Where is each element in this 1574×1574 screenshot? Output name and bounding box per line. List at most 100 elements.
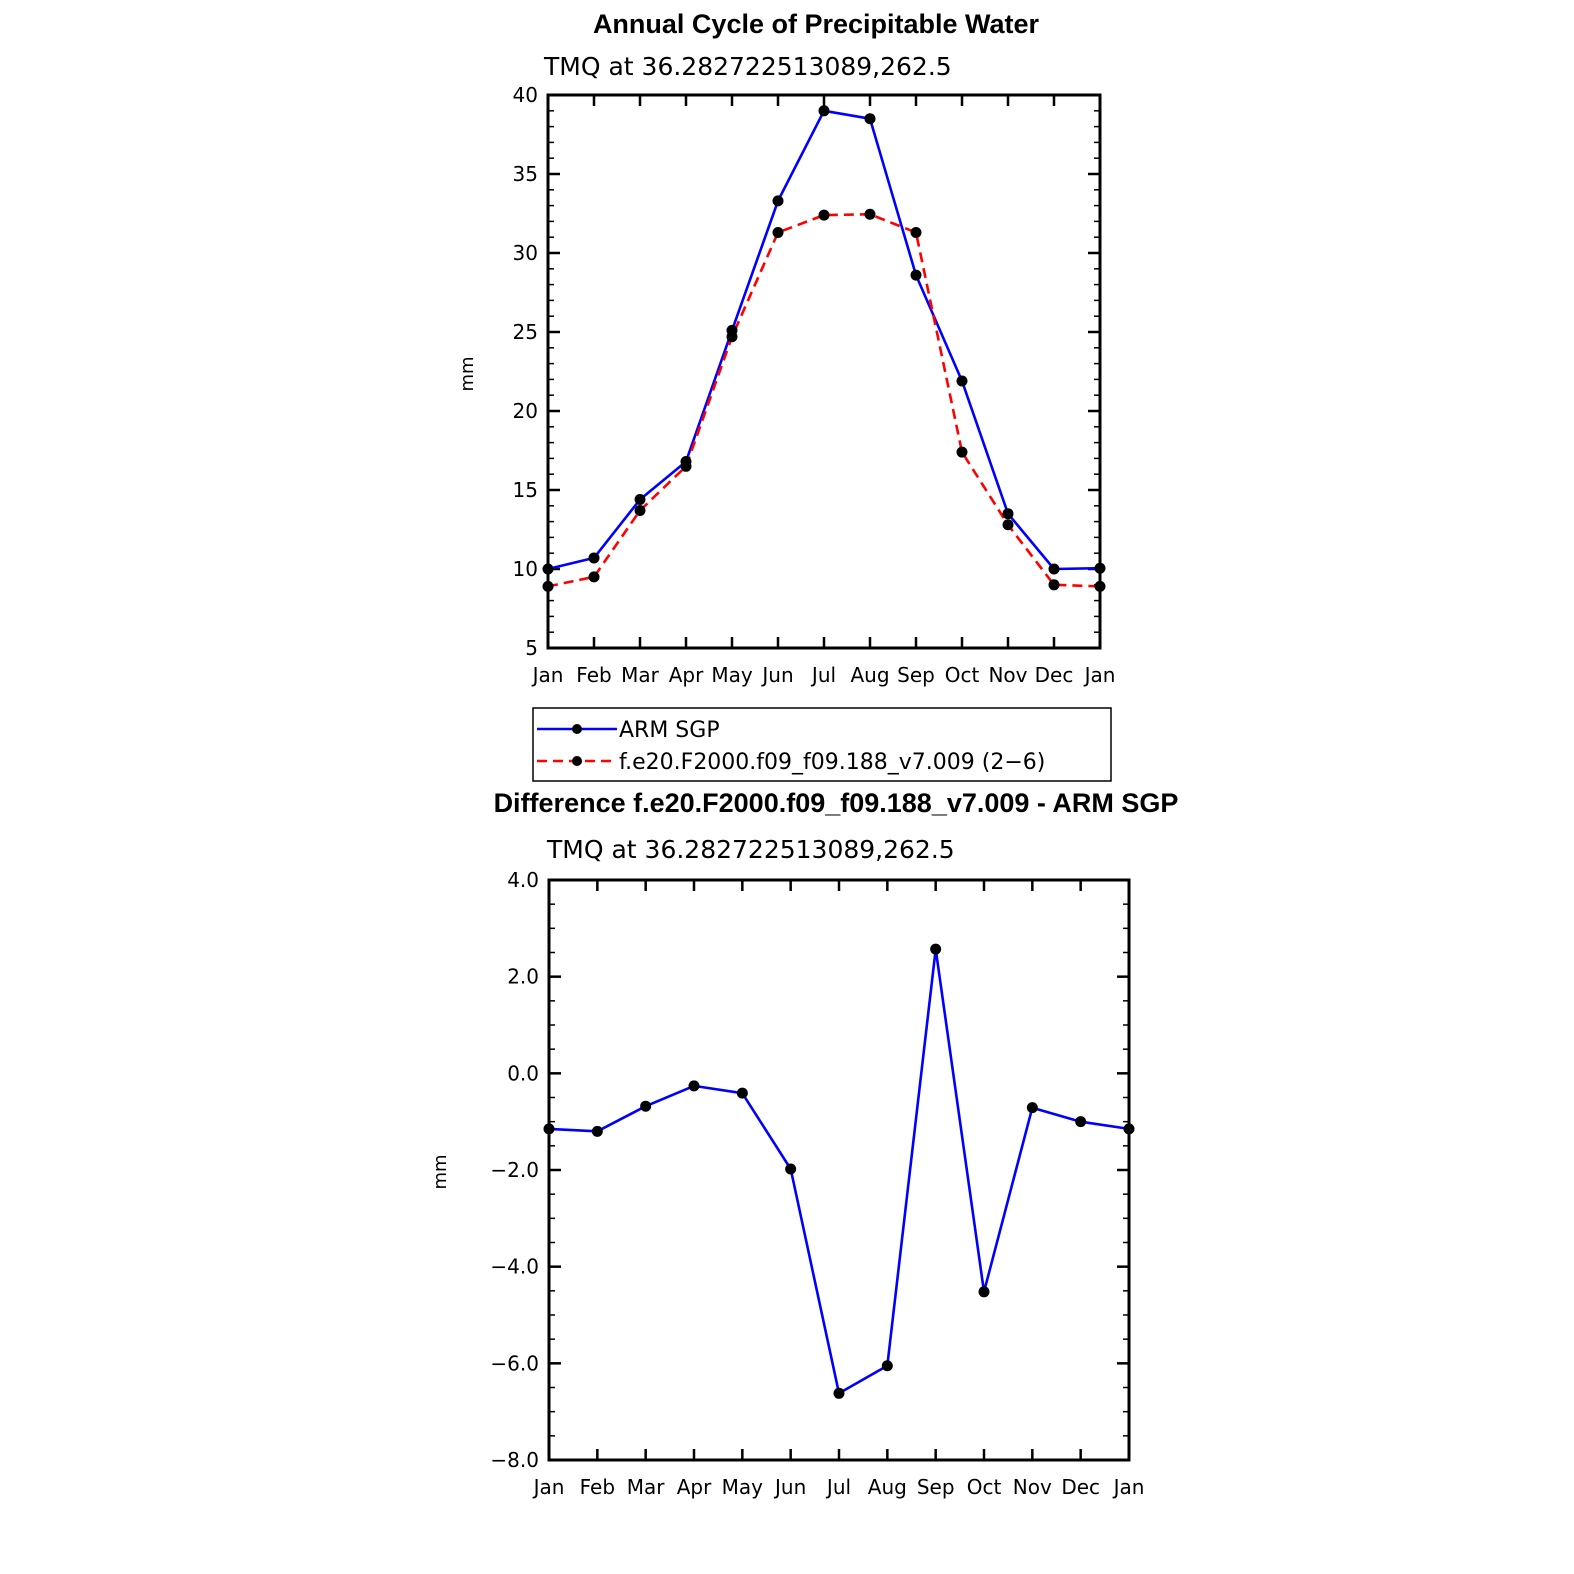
series-0-point — [881, 1360, 893, 1372]
series-0-point — [818, 105, 830, 117]
series-0-point — [1123, 1123, 1135, 1135]
series-1-point — [956, 446, 968, 458]
y-tick-label: 10 — [513, 557, 538, 581]
x-tick-label: Mar — [627, 1475, 666, 1499]
series-1-point — [542, 580, 554, 592]
series-1-point — [1094, 580, 1106, 592]
series-line-0 — [547, 109, 1101, 571]
legend-label-model: f.e20.F2000.f09_f09.188_v7.009 (2−6) — [619, 750, 1045, 775]
y-tick-label: −4.0 — [490, 1255, 539, 1279]
legend-label-arm-sgp: ARM SGP — [619, 718, 720, 743]
y-tick-label: 4.0 — [507, 868, 539, 892]
x-tick-label: May — [722, 1475, 764, 1499]
x-tick-label: Dec — [1061, 1475, 1100, 1499]
y-tick-label: 5 — [525, 636, 538, 660]
series-0-point — [543, 1123, 555, 1135]
legend-box — [532, 707, 1112, 782]
x-tick-label: Mar — [621, 663, 660, 687]
series-line-1 — [547, 213, 1101, 588]
series-0-point — [736, 1087, 748, 1099]
y-tick-label: −6.0 — [490, 1351, 539, 1375]
annual-cycle-chart: Annual Cycle of Precipitable Water TMQ a… — [457, 9, 1116, 782]
series-0-point — [833, 1387, 845, 1399]
series-0-point — [772, 195, 784, 207]
series-1-point — [772, 226, 784, 238]
x-tick-label: Nov — [1013, 1475, 1052, 1499]
plot-frame — [546, 93, 1102, 650]
series-0-point — [640, 1100, 652, 1112]
series-0-point — [956, 375, 968, 387]
series-0-point — [785, 1163, 797, 1175]
y-tick-label: 35 — [513, 162, 538, 186]
series-0-point — [1026, 1102, 1038, 1114]
y-tick-label: −2.0 — [490, 1158, 539, 1182]
chart-title: Annual Cycle of Precipitable Water — [593, 9, 1040, 39]
series-0-point — [588, 552, 600, 564]
x-tick-label: Jul — [825, 1475, 851, 1499]
x-tick-label: Jan — [1083, 663, 1116, 687]
x-tick-label: May — [711, 663, 753, 687]
x-tick-label: Oct — [967, 1475, 1002, 1499]
series-0-point — [1048, 563, 1060, 575]
series-0-point — [1075, 1116, 1087, 1128]
series-line-0 — [548, 947, 1130, 1395]
series-1-point — [864, 208, 876, 220]
legend: ARM SGP f.e20.F2000.f09_f09.188_v7.009 (… — [532, 707, 1112, 782]
y-tick-label: −8.0 — [490, 1448, 539, 1472]
y-tick-label: 25 — [513, 320, 538, 344]
series-1-point — [1048, 579, 1060, 591]
y-tick-label: 40 — [513, 83, 538, 107]
x-tick-label: Jan — [532, 1475, 565, 1499]
legend-item-arm-sgp: ARM SGP — [537, 718, 720, 743]
legend-item-model: f.e20.F2000.f09_f09.188_v7.009 (2−6) — [537, 750, 1045, 775]
series-0-point — [978, 1286, 990, 1298]
x-tick-label: Jun — [773, 1475, 806, 1499]
x-tick-label: Sep — [917, 1475, 955, 1499]
series-0-point — [542, 563, 554, 575]
series-1-point — [588, 571, 600, 583]
series-1-point — [634, 505, 646, 517]
plot-area: Jan Feb Mar Apr May Jun Jul Aug Sep Oct Nov Dec Jan 5… — [513, 83, 1116, 687]
y-tick-label: 30 — [513, 241, 538, 265]
x-tick-label: Feb — [580, 1475, 615, 1499]
series-0-point — [1094, 562, 1106, 574]
x-tick-label: Jul — [810, 663, 836, 687]
series-1-point — [680, 460, 692, 472]
x-tick-label: Jan — [1112, 1475, 1145, 1499]
series-0-point — [634, 493, 646, 505]
series-1-point — [910, 226, 922, 238]
y-axis-label: mm — [430, 1154, 451, 1189]
y-tick-label: 20 — [513, 399, 538, 423]
y-tick-label: 2.0 — [507, 965, 539, 989]
x-tick-label: Aug — [850, 663, 889, 687]
series-0-point — [1002, 508, 1014, 520]
difference-chart: Difference f.e20.F2000.f09_f09.188_v7.00… — [430, 788, 1178, 1499]
y-tick-label: 0.0 — [507, 1061, 539, 1085]
x-tick-label: Apr — [669, 663, 704, 687]
series-0-point — [688, 1080, 700, 1092]
x-tick-label: Dec — [1035, 663, 1074, 687]
series-1-point — [726, 331, 738, 343]
series-1-point — [818, 209, 830, 221]
x-tick-label: Nov — [988, 663, 1027, 687]
series-0-point — [864, 113, 876, 125]
series-0-point — [591, 1125, 603, 1137]
series-1-point — [1002, 519, 1014, 531]
chart-subtitle: TMQ at 36.282722513089,262.5 — [543, 52, 952, 81]
x-tick-label: Feb — [576, 663, 611, 687]
x-tick-label: Aug — [868, 1475, 907, 1499]
x-tick-label: Apr — [677, 1475, 712, 1499]
y-axis-label: mm — [457, 356, 478, 391]
series-0-point — [930, 943, 942, 955]
x-tick-label: Sep — [897, 663, 935, 687]
y-tick-label: 15 — [513, 478, 538, 502]
plot-frame — [547, 878, 1131, 1462]
x-tick-label: Jun — [760, 663, 793, 687]
x-tick-label: Jan — [531, 663, 564, 687]
chart-title: Difference f.e20.F2000.f09_f09.188_v7.00… — [494, 788, 1179, 818]
chart-subtitle: TMQ at 36.282722513089,262.5 — [546, 835, 955, 864]
plot-area: Jan Feb Mar Apr May Jun Jul Aug Sep Oct Nov Dec Jan −… — [490, 868, 1144, 1499]
x-tick-label: Oct — [945, 663, 980, 687]
series-0-point — [910, 269, 922, 281]
